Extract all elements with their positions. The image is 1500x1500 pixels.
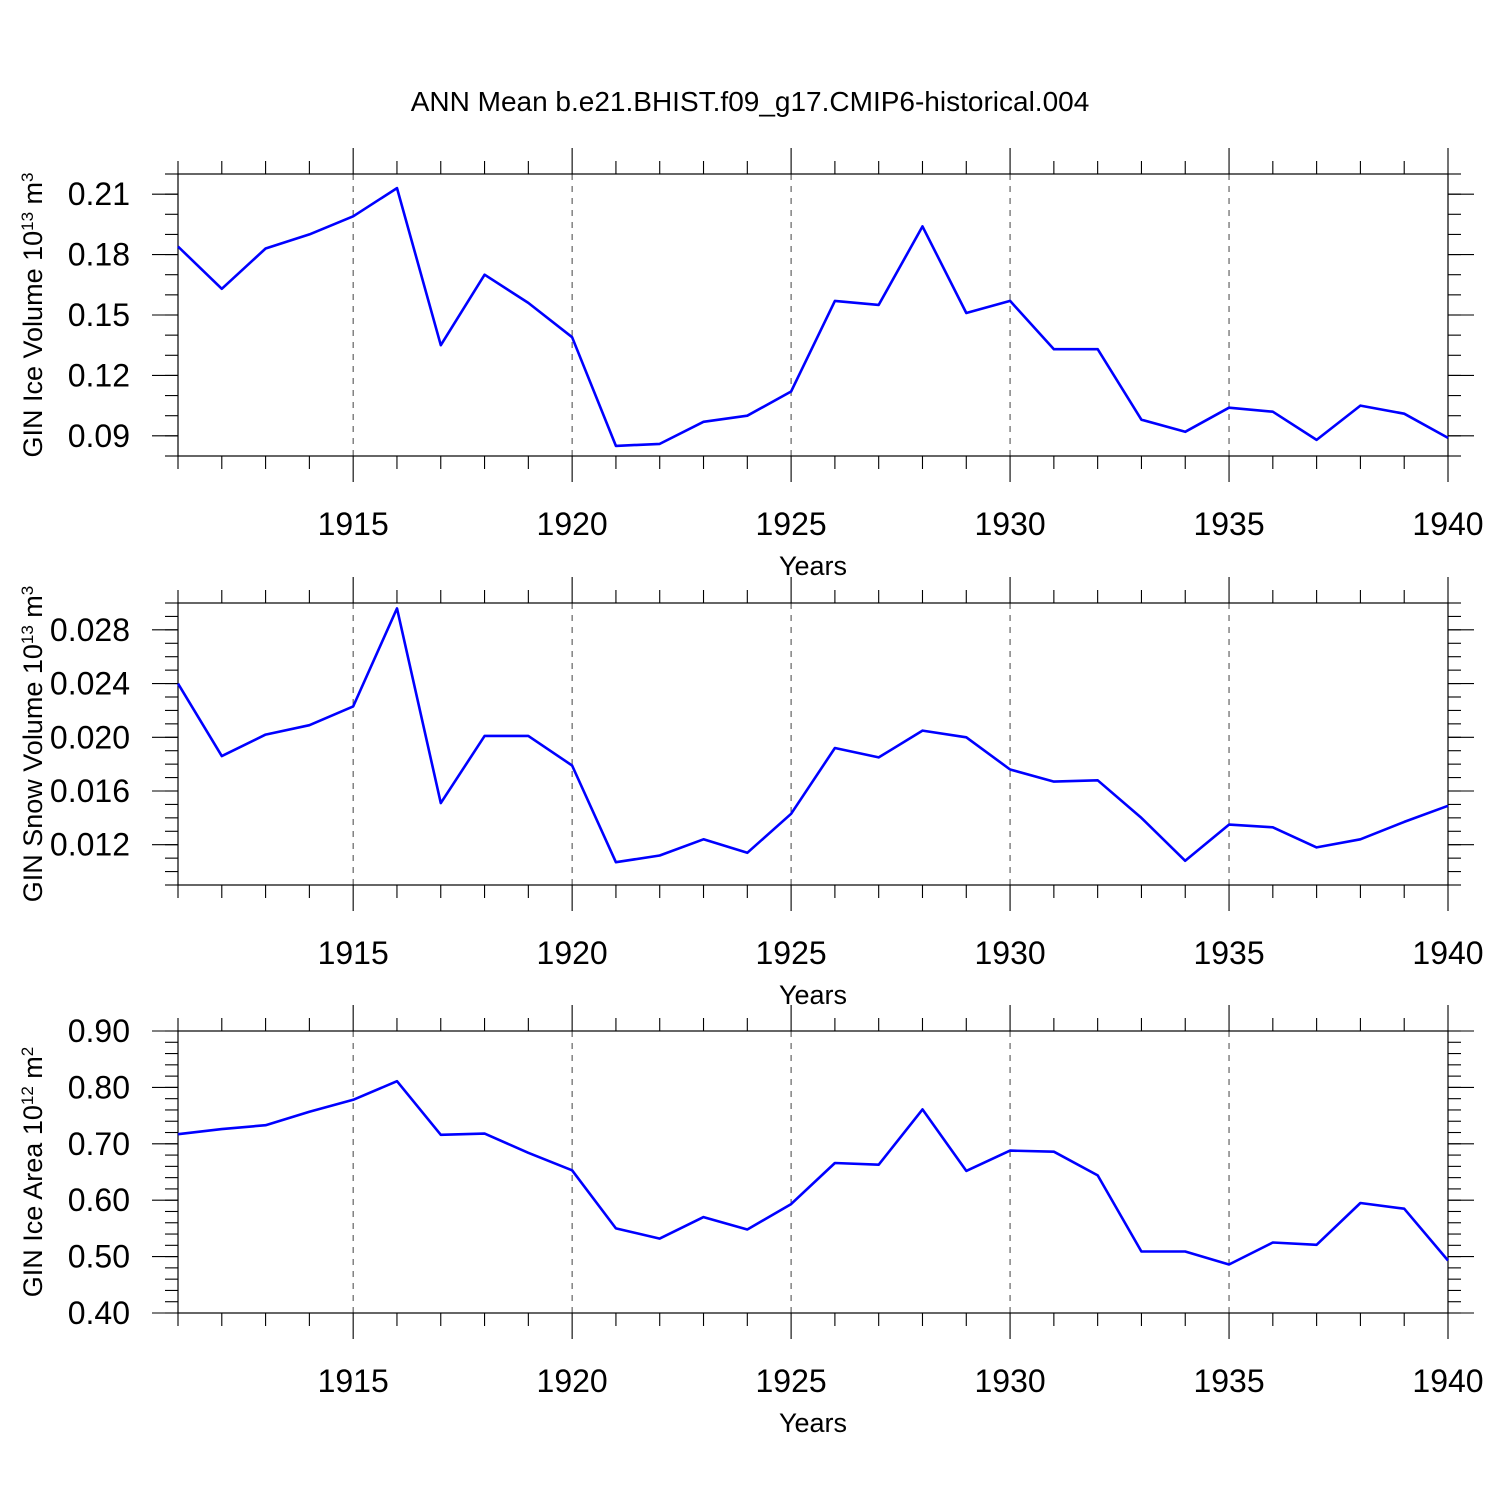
- plot-frame: [177, 602, 1449, 886]
- y-tick-label: 0.020: [50, 719, 130, 755]
- x-tick-label: 1925: [756, 506, 827, 542]
- chart-panel-1: 0.09 0.12 0.15 0.18 0.21 1915 1920 1925 1930 1935…: [18, 148, 1484, 581]
- y-tick-label: 0.09: [68, 418, 130, 454]
- x-tick-label: 1915: [318, 1363, 389, 1399]
- y-tick-label: 0.50: [68, 1239, 130, 1275]
- plot-frame: [177, 173, 1449, 457]
- x-tick-label: 1930: [974, 506, 1045, 542]
- chart-panel-2: 0.012 0.016 0.020 0.024 0.028 1915 1920 1925 193…: [18, 577, 1484, 1010]
- y-axis-label: GIN Ice Area 1012 m2: [18, 1047, 49, 1298]
- x-axis-label: Years: [779, 551, 847, 581]
- x-tick-label: 1935: [1193, 935, 1264, 971]
- chart-title: ANN Mean b.e21.BHIST.f09_g17.CMIP6-histo…: [411, 86, 1090, 117]
- x-tick-label: 1930: [974, 935, 1045, 971]
- x-tick-label: 1920: [537, 506, 608, 542]
- y-tick-label: 0.70: [68, 1126, 130, 1162]
- plot-frame: [177, 1030, 1449, 1314]
- x-tick-label: 1925: [756, 1363, 827, 1399]
- series-line: [177, 1079, 1449, 1266]
- x-tick-label: 1920: [537, 1363, 608, 1399]
- y-tick-label: 0.028: [50, 612, 130, 648]
- y-tick-label: 0.016: [50, 773, 130, 809]
- y-tick-label: 0.60: [68, 1182, 130, 1218]
- x-tick-label: 1925: [756, 935, 827, 971]
- x-tick-label: 1940: [1412, 506, 1483, 542]
- y-axis-label: GIN Ice Volume 1013 m3: [18, 172, 49, 457]
- y-tick-label: 0.90: [68, 1013, 130, 1049]
- y-tick-label: 0.15: [68, 297, 130, 333]
- x-tick-label: 1935: [1193, 1363, 1264, 1399]
- x-tick-label: 1935: [1193, 506, 1264, 542]
- chart-panel-3: 0.40 0.50 0.60 0.70 0.80 0.90 1915 1920 1925 1930…: [18, 1005, 1484, 1438]
- x-axis-label: Years: [779, 1408, 847, 1438]
- x-tick-label: 1920: [537, 935, 608, 971]
- x-tick-label: 1915: [318, 506, 389, 542]
- y-tick-label: 0.21: [68, 176, 130, 212]
- y-tick-label: 0.80: [68, 1069, 130, 1105]
- x-tick-label: 1940: [1412, 1363, 1483, 1399]
- y-tick-label: 0.18: [68, 237, 130, 273]
- x-axis-label: Years: [779, 980, 847, 1010]
- y-axis-label: GIN Snow Volume 1013 m3: [18, 586, 49, 903]
- y-tick-label: 0.024: [50, 666, 130, 702]
- x-tick-label: 1915: [318, 935, 389, 971]
- series-line: [177, 186, 1449, 448]
- x-tick-label: 1940: [1412, 935, 1483, 971]
- series-line: [176, 607, 1449, 864]
- y-tick-label: 0.012: [50, 827, 130, 863]
- y-tick-label: 0.12: [68, 357, 130, 393]
- x-tick-label: 1930: [974, 1363, 1045, 1399]
- y-tick-label: 0.40: [68, 1295, 130, 1331]
